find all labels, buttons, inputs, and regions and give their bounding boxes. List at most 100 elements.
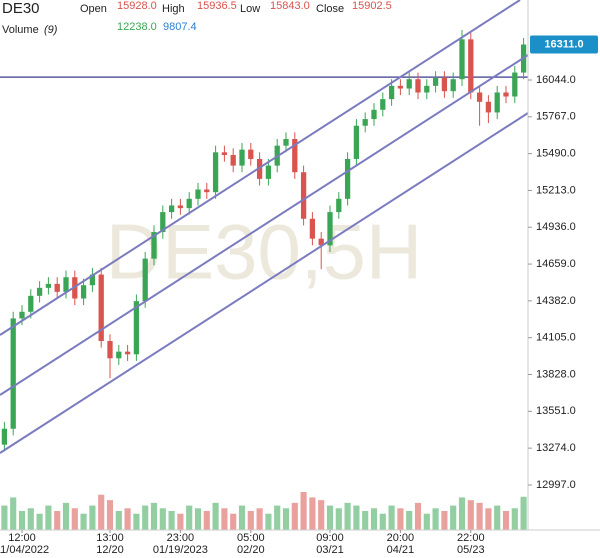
- x-tick-date: 01/19/2023: [153, 544, 208, 556]
- volume-bar: [458, 497, 466, 530]
- candle-body: [204, 189, 210, 193]
- volume-bar: [326, 505, 334, 530]
- x-tick-time: 23:00: [167, 532, 195, 544]
- x-tick-time: 09:00: [316, 532, 344, 544]
- x-tick-date: 03/21: [316, 544, 344, 556]
- candle-body: [494, 92, 500, 113]
- volume-bar: [291, 502, 298, 530]
- candle-body: [397, 85, 404, 89]
- volume-bar: [221, 508, 228, 530]
- volume-bar: [353, 505, 360, 530]
- candle-body: [107, 341, 113, 359]
- volume-bar: [432, 508, 439, 530]
- x-tick-time: 12:00: [8, 532, 36, 544]
- volume-value: 12238.0: [117, 21, 157, 33]
- candle-body: [195, 189, 201, 199]
- candle-body: [265, 165, 272, 179]
- x-tick-time: 05:00: [237, 532, 265, 544]
- candle-body: [151, 232, 157, 259]
- volume-bar: [98, 494, 105, 530]
- candle-body: [292, 139, 298, 173]
- x-tick-time: 20:00: [387, 532, 415, 544]
- volume-bar: [159, 508, 166, 530]
- ohlc-label: Open: [80, 3, 107, 15]
- volume-bar: [265, 513, 272, 530]
- candle-body: [362, 119, 368, 126]
- volume-bar: [397, 508, 404, 530]
- x-tick-date: 11/04/2022: [0, 544, 49, 556]
- volume-bar: [274, 505, 281, 530]
- candle-body: [380, 99, 386, 110]
- ohlc-value: 15936.5: [197, 0, 237, 12]
- ohlc-value: 15902.5: [352, 0, 392, 12]
- candle-body: [300, 172, 307, 219]
- y-tick-label: 12997.0: [536, 479, 576, 491]
- volume-bar: [177, 513, 184, 530]
- candle-body: [10, 318, 16, 429]
- candle-body: [512, 72, 518, 97]
- candle-body: [424, 85, 430, 93]
- candle-body: [36, 287, 43, 296]
- candle-body: [309, 218, 316, 239]
- candle-body: [336, 198, 342, 213]
- volume-bar: [133, 513, 140, 530]
- volume-bar: [441, 511, 448, 530]
- candle-body: [98, 274, 104, 342]
- y-tick-label: 13551.0: [536, 405, 576, 417]
- candle-body: [450, 79, 456, 92]
- volume-bar: [309, 497, 316, 530]
- candle-body: [353, 125, 360, 159]
- candle-body: [485, 101, 492, 113]
- candle-body: [80, 285, 87, 299]
- y-tick-label: 15213.0: [536, 184, 576, 196]
- candle-body: [388, 85, 395, 100]
- candle-body: [230, 154, 236, 166]
- y-tick-label: 14382.0: [536, 295, 576, 307]
- volume-bar: [520, 496, 527, 530]
- ohlc-label: Low: [240, 3, 260, 15]
- candle-body: [415, 79, 421, 93]
- volume-bar: [212, 502, 219, 530]
- candle-body: [318, 238, 324, 246]
- ohlc-label: Close: [316, 3, 344, 15]
- volume-bar: [485, 508, 492, 530]
- candle-body: [212, 152, 219, 193]
- candle-body: [406, 79, 412, 89]
- channel-upper: [0, 0, 521, 336]
- volume-period: (9): [44, 24, 58, 36]
- x-tick-date: 05/23: [457, 544, 485, 556]
- y-tick-label: 15767.0: [536, 111, 576, 123]
- volume-bar: [423, 513, 430, 530]
- volume-bar: [150, 502, 158, 530]
- candle-body: [133, 301, 140, 355]
- candle-body: [160, 212, 166, 233]
- volume-bar: [36, 513, 43, 530]
- volume-bar: [335, 508, 342, 530]
- volume-bar: [142, 505, 149, 530]
- candle-body: [124, 351, 131, 355]
- y-tick-label: 13828.0: [536, 368, 576, 380]
- volume-bar: [115, 511, 122, 530]
- candle-body: [54, 283, 60, 292]
- volume-bar: [414, 502, 422, 530]
- x-tick-time: 13:00: [96, 532, 124, 544]
- volume-bar: [89, 505, 96, 530]
- ohlc-value: 15843.0: [270, 0, 310, 12]
- y-tick-label: 15490.0: [536, 148, 576, 160]
- volume-bar: [318, 500, 325, 530]
- volume-bar: [300, 492, 307, 530]
- candle-body: [89, 274, 96, 286]
- volume-bar: [362, 511, 369, 530]
- watermark: DE30,5H: [106, 208, 423, 296]
- last-price-box: [530, 35, 598, 54]
- volume-bar: [230, 513, 237, 530]
- volume-bar: [282, 508, 290, 530]
- volume-bar: [511, 508, 518, 530]
- candle-body: [432, 77, 439, 86]
- candle-body: [45, 283, 52, 288]
- y-tick-label: 14936.0: [536, 221, 576, 233]
- y-tick-label: 14659.0: [536, 258, 576, 270]
- x-tick-time: 22:00: [457, 532, 485, 544]
- candle-body: [221, 152, 228, 155]
